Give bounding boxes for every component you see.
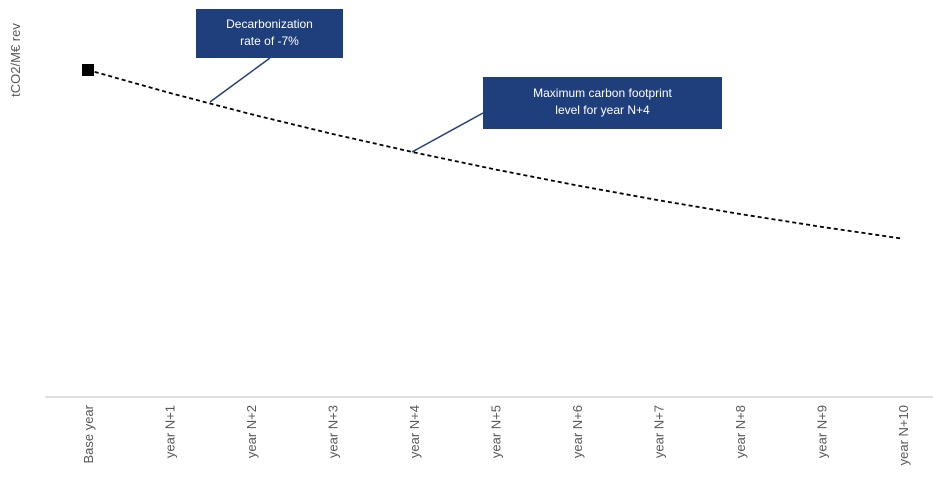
x-tick-label: Base year (81, 404, 96, 463)
annotation-box (196, 9, 343, 58)
x-tick-label: year N+5 (489, 405, 504, 458)
x-tick-label: year N+4 (407, 405, 422, 458)
x-tick-label: year N+3 (326, 405, 341, 458)
x-tick-label: year N+7 (652, 405, 667, 458)
annotation-text: rate of -7% (240, 34, 299, 48)
x-tick-label: year N+10 (896, 405, 911, 465)
annotation-text: Maximum carbon footprint (533, 86, 672, 100)
y-axis-label: tCO2/M€ rev (8, 23, 23, 97)
annotation-box (483, 77, 722, 129)
start-marker (82, 64, 94, 76)
x-tick-label: year N+8 (733, 405, 748, 458)
annotation-leader (411, 112, 484, 153)
annotation-leader (209, 57, 271, 103)
annotation-text: Decarbonization (226, 17, 313, 31)
x-tick-label: year N+6 (570, 405, 585, 458)
line-series (87, 69, 904, 240)
x-tick-label: year N+1 (163, 405, 178, 458)
annotation-text: level for year N+4 (555, 103, 650, 117)
x-tick-label: year N+9 (815, 405, 830, 458)
x-tick-label: year N+2 (244, 405, 259, 458)
